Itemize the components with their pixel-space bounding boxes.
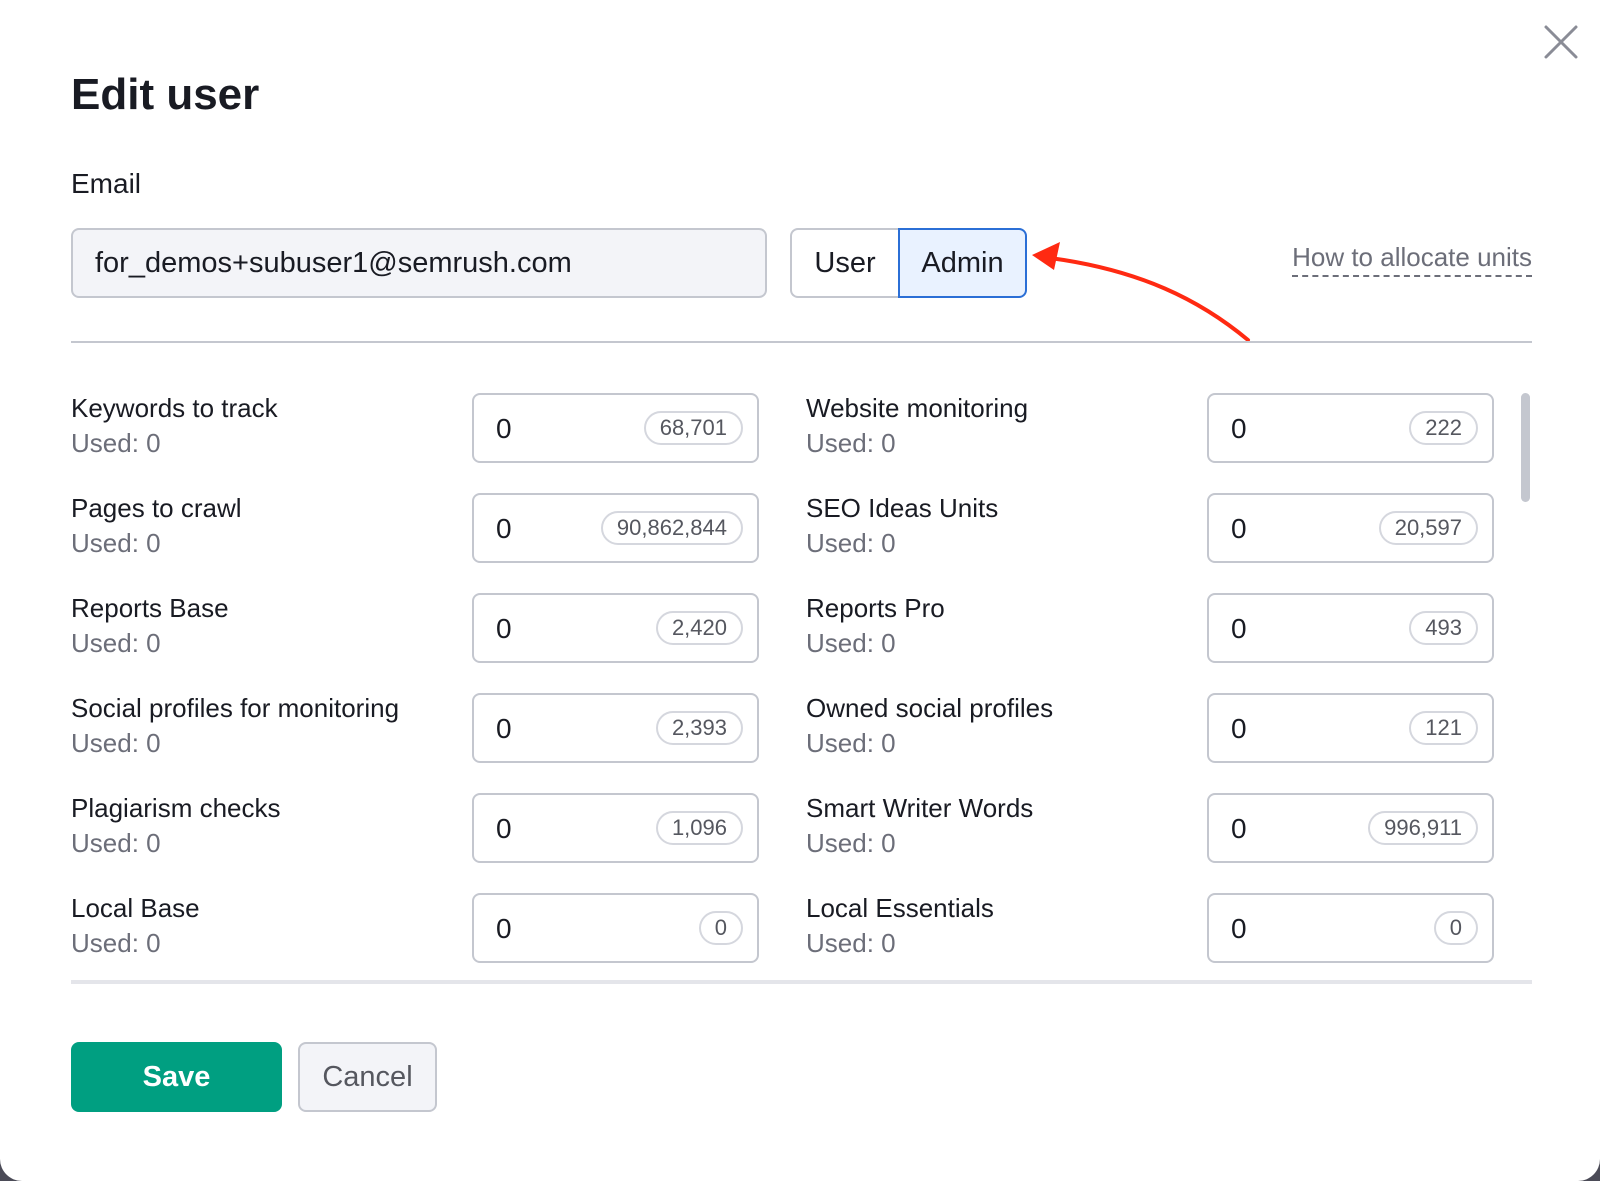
unit-label: Plagiarism checks: [71, 793, 281, 823]
role-admin-button[interactable]: Admin: [898, 228, 1027, 298]
unit-used: Used: 0: [806, 528, 896, 558]
unit-label: SEO Ideas Units: [806, 493, 999, 523]
email-field[interactable]: [71, 228, 767, 298]
unit-used: Used: 0: [806, 828, 896, 858]
unit-field: Keywords to track Used: 0 0 68,701: [71, 385, 771, 465]
cancel-button[interactable]: Cancel: [298, 1042, 437, 1112]
unit-input-value: 0: [496, 813, 512, 844]
unit-input[interactable]: 0 68,701: [472, 393, 759, 463]
unit-used: Used: 0: [71, 828, 161, 858]
unit-used: Used: 0: [71, 528, 161, 558]
unit-label: Reports Pro: [806, 593, 945, 623]
unit-input[interactable]: 0 2,420: [472, 593, 759, 663]
unit-input[interactable]: 0 20,597: [1207, 493, 1494, 563]
unit-limit-badge: 996,911: [1368, 811, 1478, 845]
units-row: Local Base Used: 0 0 0 Local Essentials Used:…: [71, 885, 1494, 965]
unit-label: Website monitoring: [806, 393, 1029, 423]
unit-field: Pages to crawl Used: 0 0 90,862,844: [71, 485, 771, 565]
unit-field: Reports Base Used: 0 0 2,420: [71, 585, 771, 665]
unit-input-value: 0: [1231, 713, 1247, 744]
units-row: Plagiarism checks Used: 0 0 1,096 Smart Writ…: [71, 785, 1494, 865]
unit-limit-badge: 68,701: [643, 411, 743, 445]
unit-field: Reports Pro Used: 0 0 493: [806, 585, 1506, 665]
unit-input-value: 0: [1231, 413, 1247, 444]
how-to-allocate-units-link[interactable]: How to allocate units: [1292, 242, 1532, 277]
units-row: Reports Base Used: 0 0 2,420 Reports Pro Used…: [71, 585, 1494, 665]
unit-used: Used: 0: [806, 928, 896, 958]
unit-used: Used: 0: [71, 628, 161, 658]
role-toggle: User Admin: [790, 228, 1027, 298]
unit-used: Used: 0: [806, 628, 896, 658]
unit-label: Smart Writer Words: [806, 793, 1034, 823]
unit-input[interactable]: 0 222: [1207, 393, 1494, 463]
unit-input-value: 0: [1231, 513, 1247, 544]
unit-input-value: 0: [1231, 613, 1247, 644]
unit-limit-badge: 0: [1433, 911, 1478, 945]
unit-field: Plagiarism checks Used: 0 0 1,096: [71, 785, 771, 865]
unit-limit-badge: 2,420: [655, 611, 743, 645]
unit-label: Reports Base: [71, 593, 229, 623]
unit-limit-badge: 121: [1409, 711, 1478, 745]
email-label: Email: [71, 168, 142, 199]
unit-field: Smart Writer Words Used: 0 0 996,911: [806, 785, 1506, 865]
unit-label: Pages to crawl: [71, 493, 242, 523]
save-button[interactable]: Save: [71, 1042, 282, 1112]
unit-field: Social profiles for monitoring Used: 0 0 2,…: [71, 685, 771, 765]
unit-input[interactable]: 0 121: [1207, 693, 1494, 763]
bottom-divider: [71, 980, 1532, 984]
unit-input[interactable]: 0 493: [1207, 593, 1494, 663]
unit-field: SEO Ideas Units Used: 0 0 20,597: [806, 485, 1506, 565]
scrollbar[interactable]: [1521, 393, 1530, 502]
role-user-button[interactable]: User: [790, 228, 898, 298]
units-row: Keywords to track Used: 0 0 68,701 Website m…: [71, 385, 1494, 465]
unit-limit-badge: 222: [1409, 411, 1478, 445]
unit-used: Used: 0: [71, 728, 161, 758]
unit-input-value: 0: [496, 613, 512, 644]
unit-input-value: 0: [496, 413, 512, 444]
unit-limit-badge: 0: [698, 911, 743, 945]
dialog-title: Edit user: [71, 70, 260, 119]
unit-input[interactable]: 0 2,393: [472, 693, 759, 763]
unit-input-value: 0: [1231, 813, 1247, 844]
unit-limit-badge: 90,862,844: [600, 511, 743, 545]
unit-input-value: 0: [496, 713, 512, 744]
annotation-arrow-icon: [1032, 242, 1250, 342]
unit-limit-badge: 20,597: [1378, 511, 1478, 545]
unit-used: Used: 0: [71, 928, 161, 958]
unit-input-value: 0: [1231, 913, 1247, 944]
unit-label: Local Essentials: [806, 893, 994, 923]
units-row: Social profiles for monitoring Used: 0 0 2,…: [71, 685, 1494, 765]
unit-label: Social profiles for monitoring: [71, 693, 400, 723]
unit-limit-badge: 2,393: [655, 711, 743, 745]
unit-used: Used: 0: [806, 428, 896, 458]
unit-input[interactable]: 0 996,911: [1207, 793, 1494, 863]
unit-used: Used: 0: [71, 428, 161, 458]
unit-input[interactable]: 0 1,096: [472, 793, 759, 863]
unit-field: Owned social profiles Used: 0 0 121: [806, 685, 1506, 765]
unit-input[interactable]: 0 90,862,844: [472, 493, 759, 563]
unit-input-value: 0: [496, 913, 512, 944]
unit-label: Local Base: [71, 893, 200, 923]
close-icon[interactable]: [1543, 24, 1579, 60]
unit-label: Keywords to track: [71, 393, 278, 423]
unit-used: Used: 0: [806, 728, 896, 758]
units-row: Pages to crawl Used: 0 0 90,862,844 SEO Idea…: [71, 485, 1494, 565]
unit-limit-badge: 493: [1409, 611, 1478, 645]
unit-limit-badge: 1,096: [655, 811, 743, 845]
unit-input-value: 0: [496, 513, 512, 544]
unit-field: Website monitoring Used: 0 0 222: [806, 385, 1506, 465]
top-divider: [71, 341, 1532, 343]
unit-label: Owned social profiles: [806, 693, 1054, 723]
